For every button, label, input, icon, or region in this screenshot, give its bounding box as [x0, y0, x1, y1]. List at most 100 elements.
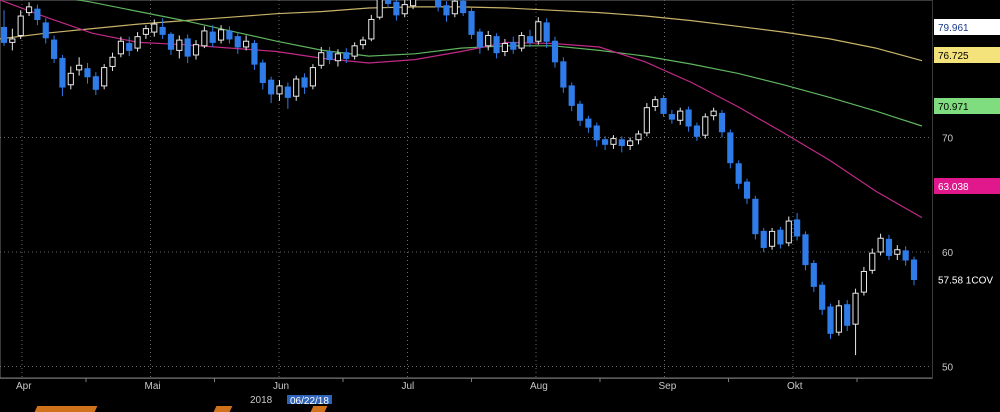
candle-body	[234, 36, 241, 48]
candle-body	[401, 4, 408, 15]
candle-body	[602, 139, 609, 145]
candle-body	[259, 62, 266, 83]
candle-body	[92, 76, 99, 90]
ma-value-box	[934, 98, 1000, 114]
candle-body	[685, 109, 692, 127]
y-tick-label: 70	[942, 133, 954, 144]
candle-body	[468, 10, 475, 35]
candle-body	[610, 138, 617, 145]
y-tick-label: 50	[942, 363, 954, 374]
candle-body	[460, 0, 467, 14]
candle-body	[293, 78, 300, 97]
candle-body	[677, 110, 684, 121]
candle-body	[209, 31, 216, 43]
x-tick-label: Apr	[16, 381, 32, 392]
candle-body	[810, 262, 817, 287]
candle-body	[443, 5, 450, 16]
candle-body	[376, 0, 383, 18]
ma-value-box	[934, 47, 1000, 63]
chart-grid	[0, 0, 933, 379]
x-tick-label: Okt	[787, 381, 803, 392]
year-label: 2018	[250, 395, 273, 406]
candle-body	[627, 140, 634, 146]
candle-body	[243, 40, 250, 48]
candle-body	[768, 230, 776, 247]
candle-body	[34, 8, 41, 20]
candle-body	[76, 64, 83, 71]
candle-body	[827, 306, 834, 334]
candle-body	[217, 29, 225, 41]
candle-body	[493, 36, 500, 54]
candle-body	[877, 237, 884, 253]
candle-body	[718, 112, 726, 133]
candle-body	[167, 33, 175, 50]
candle-body	[518, 35, 525, 49]
candle-body	[785, 220, 792, 244]
candle-body	[326, 51, 333, 61]
candle-body	[17, 15, 24, 37]
candle-body	[0, 26, 8, 43]
candle-body	[276, 85, 283, 95]
candle-body	[451, 0, 458, 15]
candle-body	[142, 28, 150, 35]
candle-body	[585, 118, 592, 128]
candle-body	[643, 107, 650, 134]
candle-body	[101, 67, 108, 87]
ma-value-label: 63.038	[938, 182, 969, 193]
ma-value-label: 70.971	[938, 102, 969, 113]
candle-body	[251, 43, 258, 65]
candle-body	[309, 67, 316, 87]
candle-body	[693, 125, 701, 137]
candle-body	[84, 68, 91, 78]
candle-body	[25, 6, 33, 14]
candle-body	[652, 99, 659, 108]
candle-body	[902, 250, 909, 261]
candle-body	[618, 139, 625, 146]
candle-body	[109, 56, 116, 67]
x-tick-label: Aug	[530, 381, 548, 392]
candle-body	[318, 52, 325, 66]
candle-body	[802, 234, 809, 266]
candle-body	[819, 284, 826, 310]
ma-value-box	[934, 178, 1000, 194]
candle-body	[201, 30, 208, 47]
candle-body	[885, 238, 893, 256]
ma-value-label: 79.961	[938, 23, 969, 34]
candle-body	[501, 43, 509, 53]
candle-body	[284, 86, 291, 98]
candle-body	[660, 98, 667, 114]
candle-body	[359, 39, 367, 46]
candle-body	[910, 259, 918, 280]
bottom-marker	[213, 406, 233, 412]
candle-body	[409, 0, 417, 7]
x-tick-label: Mai	[145, 381, 161, 392]
price-labels: 79.961 76.725 70.971 63.038 57.58 1COV	[934, 19, 1000, 288]
bottom-marker	[34, 406, 98, 412]
candle-body	[485, 35, 492, 47]
candle-body	[435, 0, 442, 8]
x-tick-label: Sep	[659, 381, 677, 392]
candle-body	[835, 305, 842, 333]
candle-body	[334, 53, 342, 62]
candle-body	[59, 57, 66, 88]
candle-body	[343, 52, 350, 59]
candle-body	[727, 132, 734, 164]
candle-body	[192, 44, 200, 56]
candle-body	[351, 45, 358, 57]
bottom-marker	[310, 406, 328, 412]
candlestick-series	[0, 0, 918, 356]
candle-body	[869, 252, 876, 271]
candle-body	[159, 26, 166, 35]
candle-body	[126, 43, 133, 51]
candle-body	[702, 116, 709, 136]
candle-body	[635, 133, 642, 141]
candle-body	[67, 72, 74, 86]
last-price-box	[934, 271, 1000, 288]
candle-body	[117, 40, 124, 55]
x-tick-label: Jun	[273, 381, 289, 392]
ma-value-label: 76.725	[938, 51, 969, 62]
candle-body	[510, 41, 517, 50]
candle-body	[42, 22, 49, 39]
candle-body	[735, 163, 742, 184]
candle-body	[860, 270, 867, 293]
